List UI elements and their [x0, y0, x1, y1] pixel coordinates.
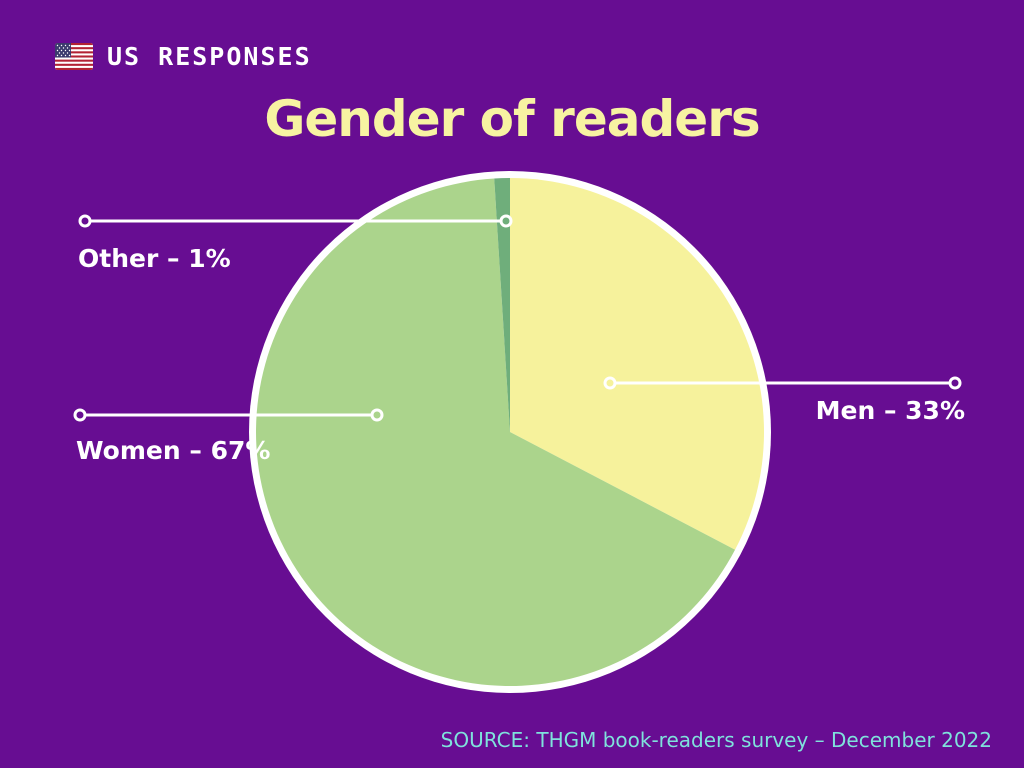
leader-dot-other-start [78, 214, 92, 228]
leader-dot-men-end [948, 376, 962, 390]
callout-label-men: Men – 33% [815, 396, 965, 425]
leader-dot-women-start [73, 408, 87, 422]
callout-label-other: Other – 1% [78, 244, 231, 273]
chart-title: Gender of readers [264, 90, 760, 148]
header: US RESPONSES [55, 42, 312, 71]
leader-dot-other-end [499, 214, 513, 228]
callout-label-women: Women – 67% [76, 436, 271, 465]
brand-label: US RESPONSES [107, 42, 312, 71]
source-note: SOURCE: THGM book-readers survey – Decem… [440, 728, 992, 752]
leader-dot-women-end [370, 408, 384, 422]
pie-slice-women [256, 178, 736, 686]
us-flag-icon [55, 43, 93, 70]
pie-slice-men [510, 178, 765, 550]
leader-dot-men-start [603, 376, 617, 390]
pie-slice-other [494, 178, 510, 432]
